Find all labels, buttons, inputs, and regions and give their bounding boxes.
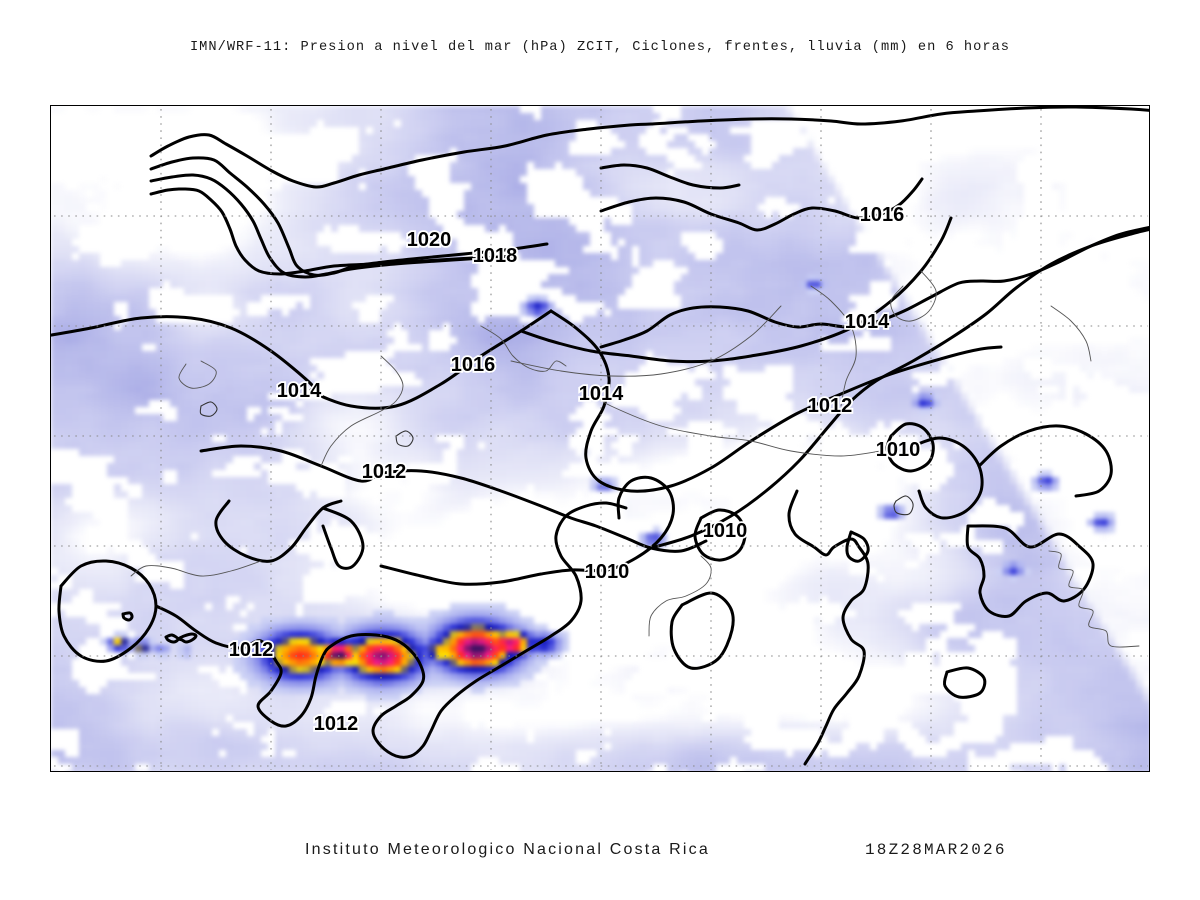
svg-text:1014: 1014	[277, 380, 322, 402]
svg-text:1014: 1014	[579, 383, 624, 405]
svg-text:1010: 1010	[703, 520, 748, 542]
svg-text:1012: 1012	[362, 461, 407, 483]
svg-text:1012: 1012	[808, 395, 853, 417]
svg-text:1010: 1010	[585, 561, 630, 583]
svg-text:1012: 1012	[314, 713, 359, 735]
svg-text:1014: 1014	[845, 311, 890, 333]
svg-text:1010: 1010	[876, 439, 921, 461]
svg-text:1018: 1018	[473, 245, 518, 267]
svg-text:1012: 1012	[229, 639, 274, 661]
svg-text:1020: 1020	[407, 229, 452, 251]
svg-text:1016: 1016	[860, 204, 905, 226]
svg-text:1016: 1016	[451, 354, 496, 376]
